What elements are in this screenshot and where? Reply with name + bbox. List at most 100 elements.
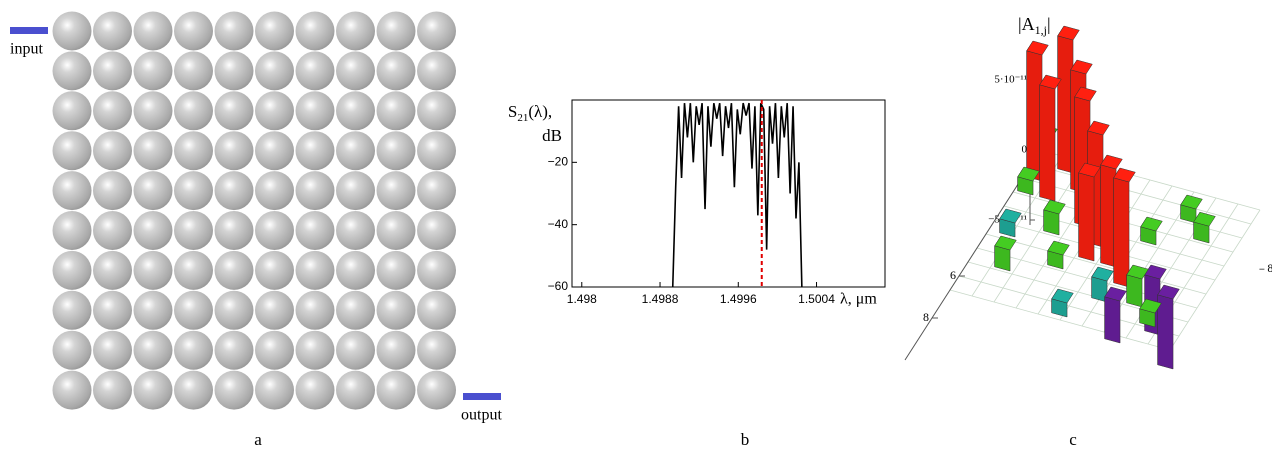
sphere [376,171,416,211]
sphere [52,211,92,250]
sphere [214,211,254,250]
sphere [133,11,173,51]
y-tick-label: −20 [548,155,569,169]
sphere [214,51,254,91]
sphere [93,250,132,290]
sphere [417,51,456,91]
sphere [255,370,294,410]
sphere [336,91,375,131]
sphere [417,91,456,131]
sphere [255,211,294,250]
sphere [93,131,132,171]
sphere [52,171,92,211]
sphere [93,211,132,250]
x-tick-label: 1.5004 [798,292,835,306]
sphere [417,370,456,410]
bar-top [1039,74,1062,90]
sphere [174,11,213,51]
sphere [133,91,173,131]
j-tick-label: 8 [1267,261,1272,275]
panel-label: c [1069,430,1077,449]
output-label: output [461,407,502,424]
i-tick-label: 8 [923,310,929,324]
sphere [295,91,335,131]
bar-top [1180,194,1203,210]
sphere [336,330,375,370]
sphere [295,290,335,330]
input-label: input [10,41,43,58]
bar-front [1113,177,1130,288]
y-label-part: S [508,102,517,121]
bar-3d [1104,286,1127,344]
sphere [214,290,254,330]
y-tick-label: −60 [548,279,569,293]
bar-top [1157,284,1180,300]
floor-line [958,275,1180,337]
sphere [52,250,92,290]
sphere [255,330,294,370]
title-part: |A [1018,14,1035,34]
input-waveguide [10,27,48,34]
y-label-part: (λ), [528,102,552,121]
x-axis-label: λ, μm [840,291,877,308]
spectrum-line [671,102,803,288]
title-part: | [1047,14,1051,34]
sphere [255,131,294,171]
floor-line [949,289,1171,351]
sphere [417,11,456,51]
bar-top [1126,264,1149,280]
y-tick-label: −40 [548,217,569,231]
sphere [174,330,213,370]
sphere [255,171,294,211]
sphere [52,51,92,91]
z-tick-label: 0 [1022,144,1028,156]
sphere [336,370,375,410]
sphere [52,11,92,51]
sphere [174,91,213,131]
bar-front [1104,296,1121,344]
bar-3d [1078,162,1101,262]
bar-3d [1100,154,1123,268]
bar-top [1193,211,1216,227]
bar-front [1157,294,1174,370]
sphere [93,91,132,131]
sphere [52,131,92,171]
bar-3d [1017,166,1040,196]
sphere [133,290,173,330]
sphere [295,211,335,250]
output-waveguide [463,393,501,400]
sphere [295,131,335,171]
sphere [417,250,456,290]
bar-top [1139,298,1162,314]
sphere [174,290,213,330]
bar-top [1087,120,1110,136]
y-axis-unit: dB [542,126,562,145]
sphere [417,211,456,250]
floor-line [985,233,1207,295]
bar-top [1100,154,1123,170]
bar-3d [1157,284,1180,370]
sphere [295,370,335,410]
bar-3d [1140,216,1163,246]
bar-3d [1051,288,1074,318]
bar-top [1074,86,1097,102]
sphere [93,171,132,211]
bar-3d [1026,40,1049,182]
sphere [295,330,335,370]
sphere [417,171,456,211]
sphere [295,11,335,51]
sphere [214,91,254,131]
bar-front [1078,172,1095,262]
sphere [174,131,213,171]
sphere [133,330,173,370]
sphere [93,370,132,410]
title-sub: 1,j [1035,23,1047,37]
bar-top [1091,266,1114,282]
sphere [376,290,416,330]
bar-3d [994,235,1017,272]
bar-3d [1193,211,1216,244]
x-tick-label: 1.4988 [642,292,679,306]
sphere [376,250,416,290]
bar-top [1057,25,1080,41]
bar-front [1039,84,1056,202]
